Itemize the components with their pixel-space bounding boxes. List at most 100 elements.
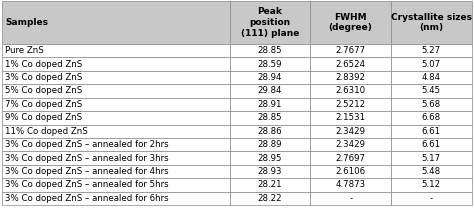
Bar xyxy=(310,44,391,57)
Text: 2.7697: 2.7697 xyxy=(336,154,365,163)
Bar xyxy=(310,151,391,165)
Bar xyxy=(391,151,472,165)
Bar xyxy=(230,44,310,57)
Bar xyxy=(391,178,472,192)
Text: 7% Co doped ZnS: 7% Co doped ZnS xyxy=(5,100,82,109)
Bar xyxy=(310,125,391,138)
Bar xyxy=(230,1,310,44)
Bar xyxy=(2,125,230,138)
Text: 5.17: 5.17 xyxy=(422,154,441,163)
Bar xyxy=(230,111,310,125)
Bar xyxy=(391,44,472,57)
Text: 3% Co doped ZnS – annealed for 5hrs: 3% Co doped ZnS – annealed for 5hrs xyxy=(5,180,169,189)
Bar xyxy=(391,1,472,44)
Bar xyxy=(391,111,472,125)
Text: 4.84: 4.84 xyxy=(422,73,441,82)
Bar xyxy=(2,111,230,125)
Bar xyxy=(310,57,391,71)
Text: 28.21: 28.21 xyxy=(258,180,283,189)
Bar xyxy=(310,84,391,98)
Bar xyxy=(230,138,310,151)
Text: 2.3429: 2.3429 xyxy=(336,140,365,149)
Bar xyxy=(310,111,391,125)
Bar xyxy=(2,84,230,98)
Text: 5.12: 5.12 xyxy=(422,180,441,189)
Bar xyxy=(391,71,472,84)
Text: 28.59: 28.59 xyxy=(258,60,282,69)
Text: 2.5212: 2.5212 xyxy=(336,100,366,109)
Text: 28.91: 28.91 xyxy=(258,100,282,109)
Text: 5% Co doped ZnS: 5% Co doped ZnS xyxy=(5,86,82,95)
Text: 6.61: 6.61 xyxy=(422,140,441,149)
Bar xyxy=(310,138,391,151)
Text: 1% Co doped ZnS: 1% Co doped ZnS xyxy=(5,60,82,69)
Bar xyxy=(2,151,230,165)
Text: 28.85: 28.85 xyxy=(258,46,283,55)
Text: 2.3429: 2.3429 xyxy=(336,127,365,136)
Bar xyxy=(230,84,310,98)
Text: 9% Co doped ZnS: 9% Co doped ZnS xyxy=(5,113,82,122)
Text: 3% Co doped ZnS – annealed for 3hrs: 3% Co doped ZnS – annealed for 3hrs xyxy=(5,154,169,163)
Text: 6.68: 6.68 xyxy=(422,113,441,122)
Text: 28.95: 28.95 xyxy=(258,154,282,163)
Bar xyxy=(391,192,472,205)
Bar xyxy=(2,71,230,84)
Text: Pure ZnS: Pure ZnS xyxy=(5,46,44,55)
Bar xyxy=(2,44,230,57)
Text: -: - xyxy=(430,194,433,203)
Text: 28.86: 28.86 xyxy=(258,127,283,136)
Bar xyxy=(391,57,472,71)
Bar xyxy=(230,165,310,178)
Bar xyxy=(230,178,310,192)
Text: Crystallite sizes
(nm): Crystallite sizes (nm) xyxy=(391,13,472,32)
Text: 5.45: 5.45 xyxy=(422,86,441,95)
Bar xyxy=(230,98,310,111)
Text: 3% Co doped ZnS – annealed for 6hrs: 3% Co doped ZnS – annealed for 6hrs xyxy=(5,194,169,203)
Bar xyxy=(391,165,472,178)
Bar xyxy=(310,178,391,192)
Text: 2.6106: 2.6106 xyxy=(336,167,366,176)
Text: Samples: Samples xyxy=(5,18,48,27)
Text: 11% Co doped ZnS: 11% Co doped ZnS xyxy=(5,127,88,136)
Text: 5.27: 5.27 xyxy=(422,46,441,55)
Bar xyxy=(230,57,310,71)
Text: 5.07: 5.07 xyxy=(422,60,441,69)
Bar xyxy=(391,125,472,138)
Text: 5.48: 5.48 xyxy=(422,167,441,176)
Text: 3% Co doped ZnS – annealed for 4hrs: 3% Co doped ZnS – annealed for 4hrs xyxy=(5,167,169,176)
Text: 5.68: 5.68 xyxy=(422,100,441,109)
Text: 2.6524: 2.6524 xyxy=(336,60,366,69)
Text: 3% Co doped ZnS – annealed for 2hrs: 3% Co doped ZnS – annealed for 2hrs xyxy=(5,140,169,149)
Bar xyxy=(391,84,472,98)
Text: Peak
position
(111) plane: Peak position (111) plane xyxy=(241,7,299,38)
Bar xyxy=(310,1,391,44)
Bar xyxy=(2,178,230,192)
Bar xyxy=(310,192,391,205)
Bar xyxy=(2,165,230,178)
Bar xyxy=(230,71,310,84)
Text: 2.7677: 2.7677 xyxy=(336,46,366,55)
Bar xyxy=(2,98,230,111)
Bar xyxy=(310,71,391,84)
Bar xyxy=(391,98,472,111)
Bar xyxy=(310,98,391,111)
Text: 28.93: 28.93 xyxy=(258,167,282,176)
Bar xyxy=(230,192,310,205)
Bar xyxy=(310,165,391,178)
Text: 2.1531: 2.1531 xyxy=(336,113,366,122)
Bar xyxy=(2,138,230,151)
Text: 4.7873: 4.7873 xyxy=(336,180,366,189)
Bar xyxy=(2,192,230,205)
Text: 28.22: 28.22 xyxy=(258,194,283,203)
Text: 28.85: 28.85 xyxy=(258,113,283,122)
Bar xyxy=(230,125,310,138)
Text: -: - xyxy=(349,194,352,203)
Text: 28.89: 28.89 xyxy=(258,140,282,149)
Bar xyxy=(2,57,230,71)
Text: 29.84: 29.84 xyxy=(258,86,282,95)
Bar xyxy=(391,138,472,151)
Text: FWHM
(degree): FWHM (degree) xyxy=(328,13,373,32)
Text: 3% Co doped ZnS: 3% Co doped ZnS xyxy=(5,73,82,82)
Text: 28.94: 28.94 xyxy=(258,73,282,82)
Text: 2.6310: 2.6310 xyxy=(336,86,366,95)
